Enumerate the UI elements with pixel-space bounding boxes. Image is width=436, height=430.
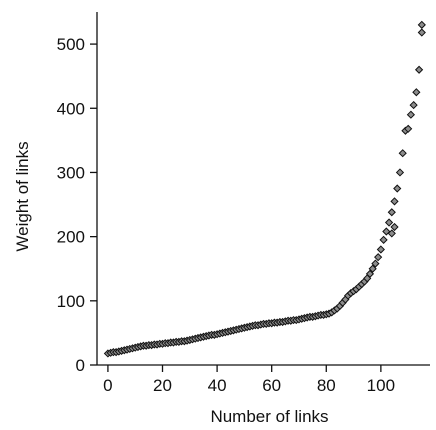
x-tick-label: 100	[367, 376, 395, 395]
y-tick-label: 100	[57, 292, 85, 311]
data-point	[398, 149, 407, 158]
x-tick-label: 0	[103, 376, 112, 395]
data-point	[393, 184, 402, 193]
y-tick-label: 200	[57, 228, 85, 247]
data-point	[374, 253, 383, 262]
x-ticks: 0 20 40 60 80 100	[103, 365, 395, 395]
data-point	[371, 259, 380, 268]
data-point	[406, 110, 416, 119]
data-point	[390, 197, 399, 206]
x-tick-label: 80	[317, 376, 336, 395]
y-ticks: 0 100 200 300 400 500	[57, 35, 97, 375]
data-point	[417, 28, 426, 37]
data-point	[376, 245, 385, 254]
y-tick-label: 0	[76, 356, 85, 375]
y-axis-title: Weight of links	[13, 141, 32, 251]
data-point	[368, 264, 377, 273]
data-point	[384, 218, 394, 227]
data-point	[395, 168, 405, 177]
data-point	[387, 229, 396, 238]
data-point	[365, 269, 375, 278]
y-tick-label: 400	[57, 99, 85, 118]
x-axis-title: Number of links	[210, 407, 328, 426]
x-tick-label: 40	[208, 376, 227, 395]
plot-area: 0 100 200 300 400 500 0 20 40 60 80 100	[57, 12, 430, 395]
data-points	[103, 20, 426, 358]
data-point	[409, 100, 418, 110]
y-tick-label: 500	[57, 35, 85, 54]
y-tick-label: 300	[57, 163, 85, 182]
data-point	[404, 124, 413, 133]
data-point	[417, 20, 426, 29]
data-point	[412, 88, 421, 97]
x-tick-label: 20	[153, 376, 172, 395]
data-point	[414, 65, 424, 74]
data-point	[390, 222, 399, 232]
data-point	[379, 235, 388, 244]
x-tick-label: 60	[262, 376, 281, 395]
data-point	[387, 208, 396, 217]
